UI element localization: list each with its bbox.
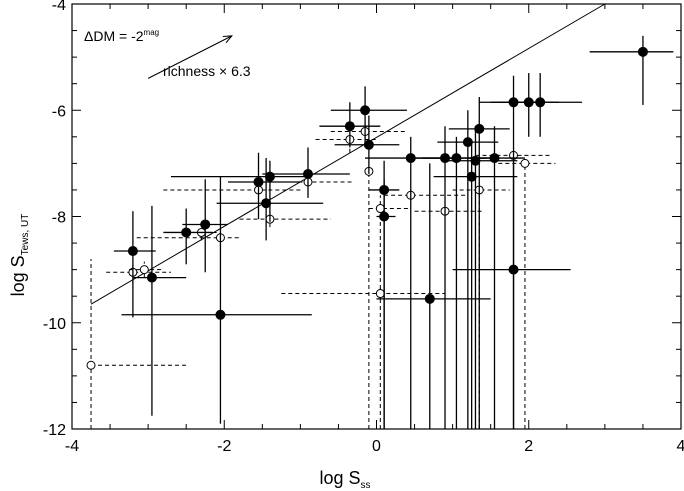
filled-circle-marker: [363, 139, 374, 150]
open-circle-marker: [86, 360, 96, 370]
filled-circle-marker: [253, 176, 264, 187]
data-point: [121, 176, 312, 424]
data-point: [113, 211, 156, 318]
data-point: [365, 136, 453, 429]
open-circle-marker: [375, 289, 385, 299]
data-point: [498, 155, 556, 429]
filled-circle-marker: [379, 211, 390, 222]
data-point: [448, 96, 510, 429]
data-point: [182, 179, 229, 273]
y-axis-label-main: log S: [8, 255, 28, 296]
data-point: [364, 163, 374, 429]
data-point: [334, 115, 400, 174]
data-point: [132, 205, 187, 416]
data-point: [384, 189, 468, 201]
data-point: [106, 261, 171, 283]
svg-text:log STews, UT: log STews, UT: [8, 214, 31, 297]
open-circle-marker: [520, 158, 530, 168]
filled-circle-marker: [181, 227, 192, 238]
filled-circle-marker: [127, 246, 138, 257]
y-tick-label: -8: [52, 210, 66, 227]
y-tick-label: -4: [52, 0, 66, 14]
filled-circle-marker: [360, 105, 371, 116]
data-point: [452, 181, 510, 429]
data-point: [239, 211, 331, 228]
y-tick-label: -12: [43, 422, 66, 439]
filled-circle-marker: [489, 153, 500, 164]
data-point: [86, 259, 187, 429]
data-point: [422, 136, 495, 429]
data-point: [376, 163, 491, 429]
filled-circle-marker: [405, 153, 416, 164]
data-point: [498, 73, 560, 137]
data-point: [467, 126, 525, 429]
data-point: [490, 73, 583, 137]
y-tick-label: -6: [52, 103, 66, 120]
data-point: [452, 163, 571, 429]
open-circle-marker: [139, 265, 149, 275]
data-point: [589, 35, 674, 105]
x-axis-label-main: log S: [319, 468, 360, 488]
x-axis-label: log Sss: [319, 468, 370, 491]
richness-annotation: richness × 6.3: [163, 63, 251, 79]
data-point: [330, 86, 407, 148]
filled-circle-marker: [424, 293, 435, 304]
data-point: [319, 102, 381, 148]
data-point: [376, 179, 396, 429]
series-1: [86, 123, 556, 429]
arrow-shaft: [147, 35, 233, 79]
x-tick-label: -4: [65, 438, 79, 455]
filled-circle-marker: [344, 121, 355, 132]
data-point: [368, 195, 411, 429]
filled-circle-marker: [535, 97, 546, 108]
arrow-head: [222, 35, 234, 44]
x-tick-label: 2: [524, 438, 533, 455]
y-axis-label-sub: Tews, UT: [20, 214, 31, 256]
reference-line: [90, 3, 606, 305]
data-point: [414, 203, 484, 429]
filled-circle-marker: [146, 272, 157, 283]
delta-dm-text: ΔDM = -2: [84, 28, 144, 44]
data-point: [262, 147, 350, 198]
delta-dm-superscript: mag: [144, 28, 160, 37]
filled-circle-marker: [200, 219, 211, 230]
filled-circle-marker: [466, 171, 477, 182]
svg-text:log Sss: log Sss: [319, 468, 370, 491]
open-circle-marker: [375, 204, 385, 214]
x-axis-label-sub: ss: [361, 480, 371, 491]
svg-text:ΔDM = -2mag: ΔDM = -2mag: [84, 28, 159, 44]
filled-circle-marker: [508, 264, 519, 275]
x-tick-label: 4: [677, 438, 684, 455]
filled-circle-marker: [215, 309, 226, 320]
filled-circle-marker: [302, 169, 313, 179]
series-2: [113, 35, 674, 429]
x-tick-label: 0: [372, 438, 381, 455]
data-point: [281, 288, 446, 299]
x-tick-label: -2: [217, 438, 231, 455]
filled-circle-marker: [462, 137, 473, 148]
delta-dm-annotation: ΔDM = -2mag: [84, 28, 159, 44]
y-tick-label: -10: [43, 316, 66, 333]
filled-circle-marker: [637, 46, 648, 57]
data-point: [129, 261, 164, 278]
filled-circle-marker: [261, 198, 272, 209]
data-point: [228, 152, 301, 220]
filled-circle-marker: [474, 123, 485, 134]
y-axis-label: log STews, UT: [8, 214, 31, 297]
